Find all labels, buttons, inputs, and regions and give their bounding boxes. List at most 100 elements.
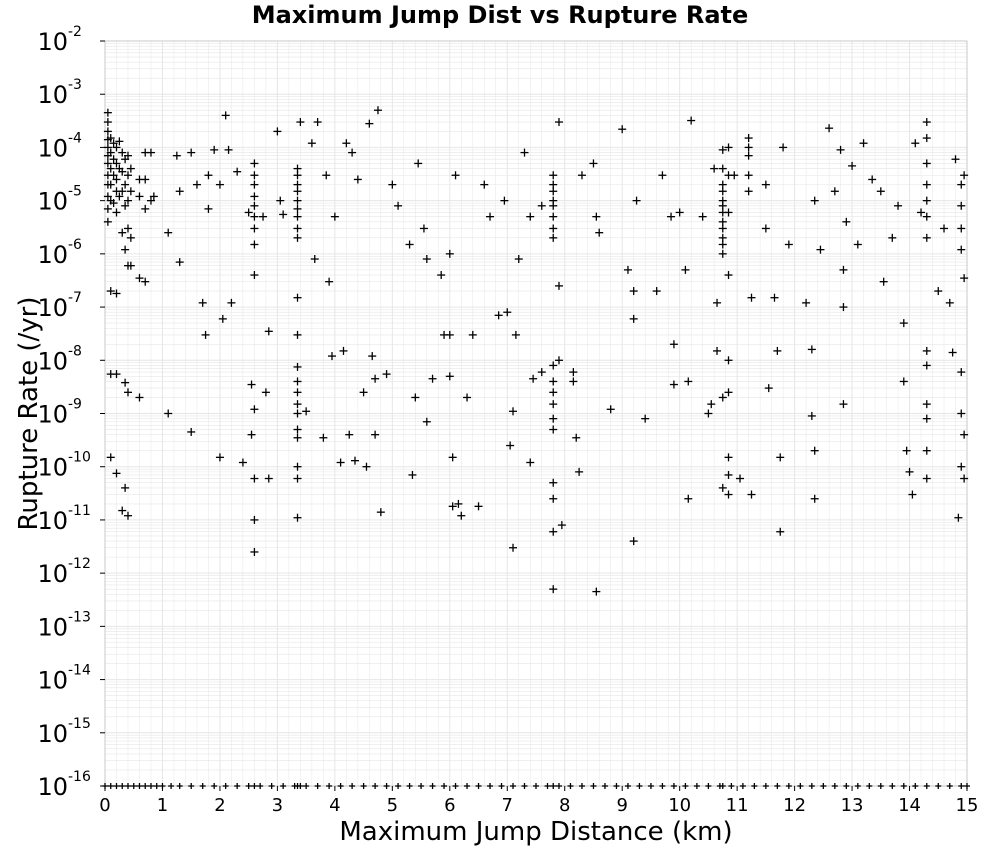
data-point	[123, 388, 132, 397]
x-axis-ticks: 0 1 2 3 4 5 6 7 8 9 10 11 12 13 14 15	[99, 786, 978, 816]
data-point	[221, 111, 230, 120]
data-point	[549, 388, 558, 397]
data-point	[303, 783, 310, 789]
data-point	[669, 380, 678, 389]
data-point	[454, 499, 463, 508]
data-point	[135, 274, 144, 283]
data-point	[730, 171, 739, 180]
data-point	[126, 164, 135, 173]
data-point	[204, 171, 213, 180]
data-point	[681, 265, 690, 274]
data-point	[521, 783, 528, 789]
data-point	[537, 201, 546, 210]
data-point	[957, 201, 966, 210]
data-point	[526, 212, 535, 221]
data-point	[719, 783, 726, 789]
data-point	[761, 224, 770, 233]
data-point	[623, 265, 632, 274]
y-tick-exponent: -12	[68, 556, 91, 572]
x-tick-label: 3	[272, 795, 283, 816]
data-point	[445, 372, 454, 381]
data-point	[900, 783, 907, 789]
y-tick-exponent: -4	[68, 130, 82, 146]
y-tick-label: 10	[37, 134, 68, 162]
data-point	[641, 414, 650, 423]
data-point	[250, 547, 259, 556]
data-point	[123, 171, 132, 180]
data-point	[839, 400, 848, 409]
data-point	[126, 187, 135, 196]
data-point	[946, 783, 953, 789]
data-point	[371, 374, 380, 383]
data-point	[899, 319, 908, 328]
data-point	[414, 159, 423, 168]
data-point	[394, 201, 403, 210]
data-point	[118, 167, 127, 176]
data-point	[957, 180, 966, 189]
data-point	[405, 240, 414, 249]
data-point	[807, 411, 816, 420]
y-tick-exponent: -3	[68, 77, 82, 93]
data-point	[601, 783, 608, 789]
data-point	[934, 287, 943, 296]
data-point	[960, 430, 969, 439]
data-point	[373, 106, 382, 115]
data-point	[250, 240, 259, 249]
data-point	[176, 783, 183, 789]
data-point	[590, 783, 597, 789]
data-point	[376, 508, 385, 517]
data-point	[595, 228, 604, 237]
data-point	[141, 204, 150, 213]
data-point	[251, 783, 258, 789]
data-point	[549, 585, 558, 594]
data-point	[273, 127, 282, 136]
data-point	[107, 783, 114, 789]
data-point	[554, 118, 563, 127]
data-point	[123, 196, 132, 205]
data-point	[529, 374, 538, 383]
data-point	[784, 240, 793, 249]
y-tick-exponent: -8	[68, 343, 82, 359]
data-point	[135, 192, 144, 201]
data-point	[923, 783, 930, 789]
y-tick-exponent: -14	[68, 663, 91, 679]
data-point	[192, 180, 201, 189]
data-point	[825, 124, 834, 133]
data-point	[810, 196, 819, 205]
data-point	[549, 494, 558, 503]
data-point	[372, 783, 379, 789]
data-point	[807, 345, 816, 354]
data-point	[112, 143, 121, 152]
data-point	[224, 145, 233, 154]
x-tick-label: 0	[99, 795, 110, 816]
data-point	[951, 155, 960, 164]
data-point	[957, 409, 966, 418]
data-point	[624, 783, 631, 789]
data-point	[549, 212, 558, 221]
data-point	[115, 192, 124, 201]
data-point	[917, 208, 926, 217]
data-point	[175, 258, 184, 267]
data-point	[293, 462, 302, 471]
data-point	[682, 783, 689, 789]
chart-title: Maximum Jump Dist vs Rupture Rate	[252, 1, 749, 29]
data-point	[724, 453, 733, 462]
data-point	[958, 783, 965, 789]
data-point	[724, 388, 733, 397]
x-tick-label: 8	[559, 795, 570, 816]
data-point	[147, 783, 154, 789]
data-point	[549, 224, 558, 233]
data-point	[130, 783, 137, 789]
data-point	[500, 196, 509, 205]
data-point	[912, 783, 919, 789]
data-point	[103, 217, 112, 226]
data-point	[960, 171, 969, 180]
data-point	[569, 377, 578, 386]
data-point	[498, 783, 505, 789]
data-point	[279, 210, 288, 219]
y-tick-label: 10	[37, 507, 68, 535]
x-tick-label: 11	[726, 795, 749, 816]
data-point	[371, 430, 380, 439]
data-point	[293, 293, 302, 302]
data-point	[957, 462, 966, 471]
